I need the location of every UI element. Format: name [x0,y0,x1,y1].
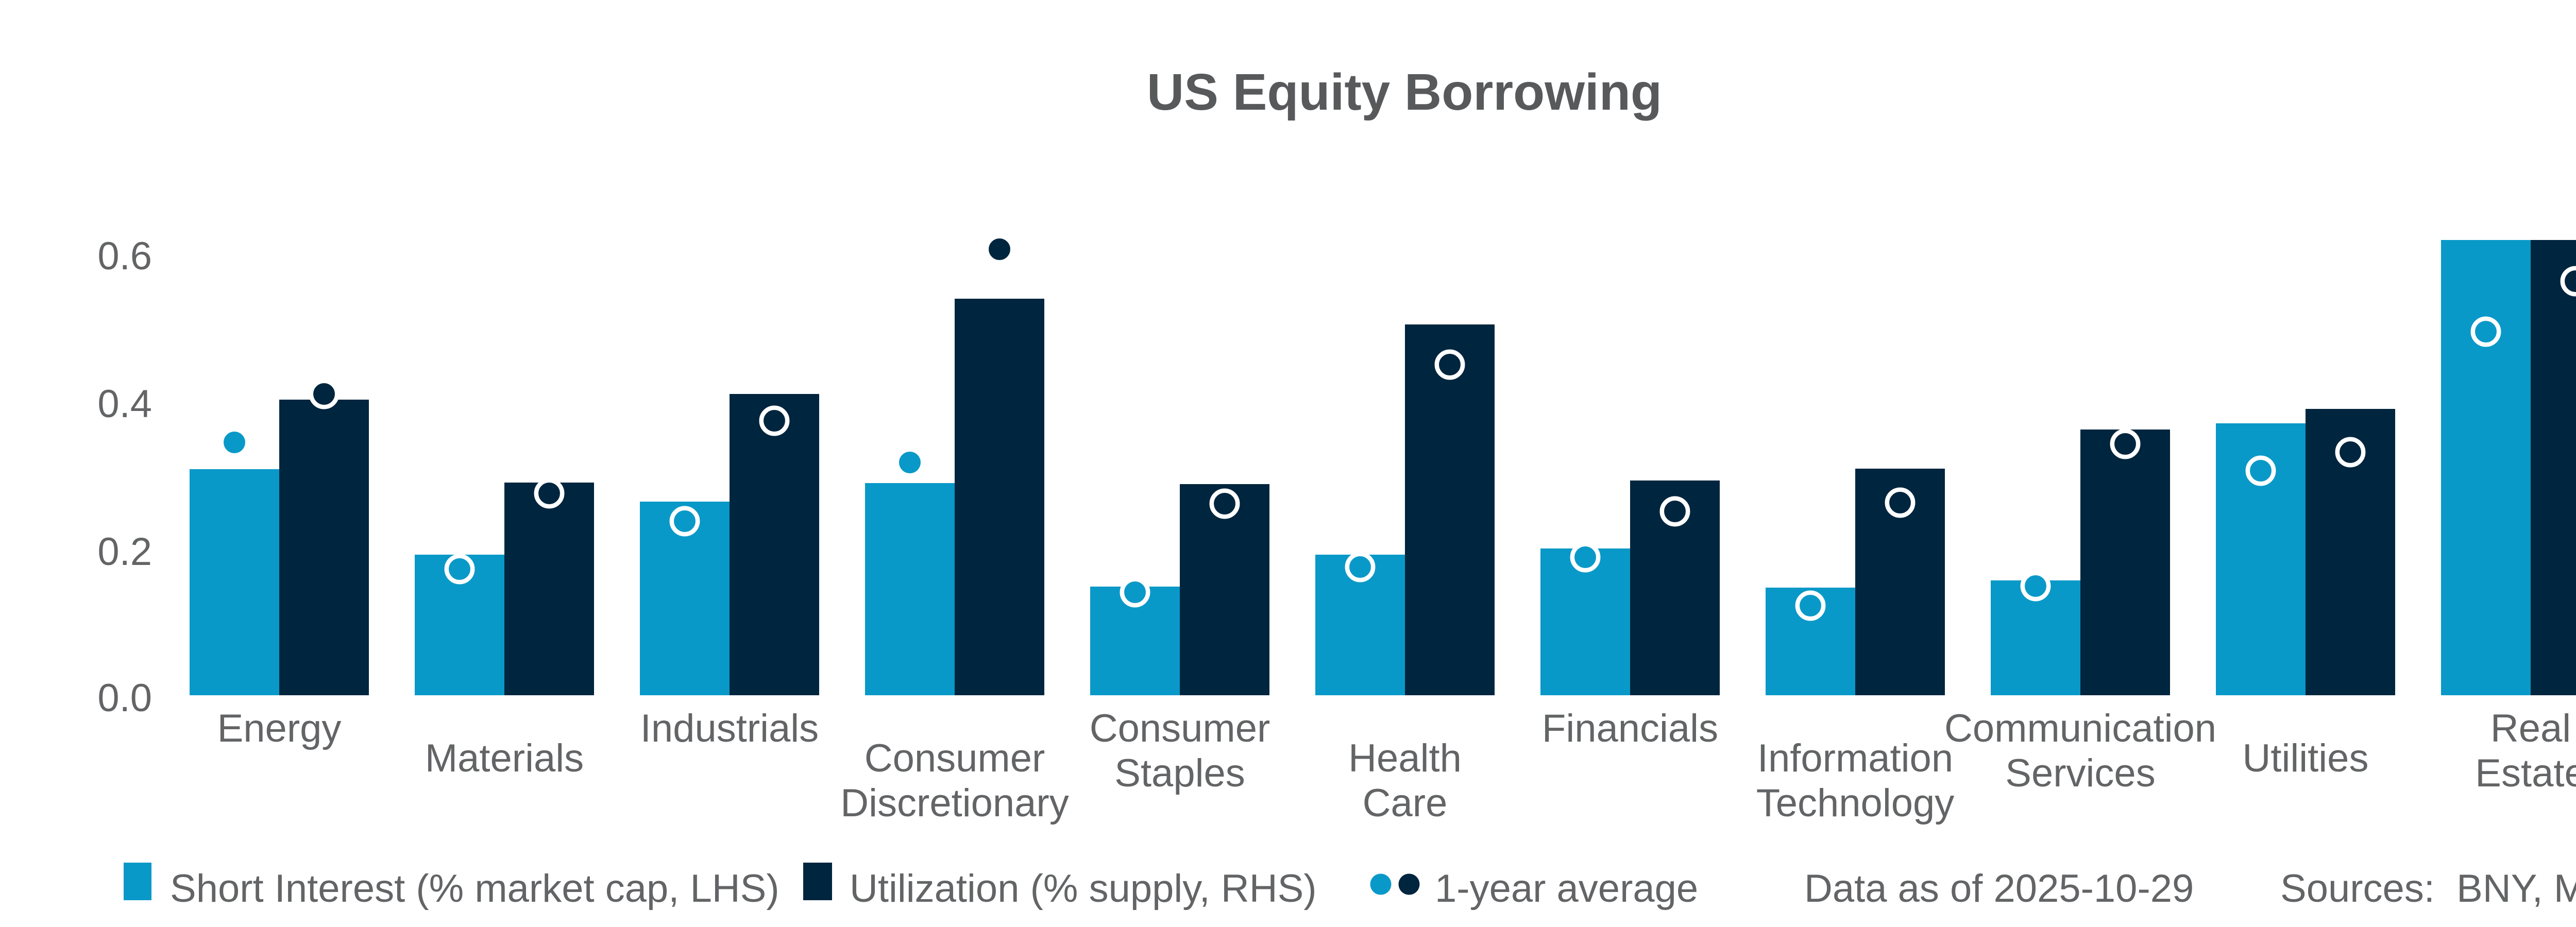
svg-text:Care: Care [1363,781,1448,825]
svg-text:Real: Real [2490,707,2571,750]
svg-text:1-year average: 1-year average [1435,867,1698,911]
svg-text:Financials: Financials [1542,707,1718,750]
svg-text:Utilities: Utilities [2243,736,2369,780]
svg-text:Materials: Materials [425,736,584,780]
svg-text:Sources: BNY, MSCI: Sources: BNY, MSCI [2280,867,2576,911]
svg-text:Discretionary: Discretionary [840,781,1069,825]
svg-text:Consumer: Consumer [1090,707,1270,750]
svg-text:0.6: 0.6 [97,234,152,278]
svg-text:Health: Health [1348,736,1462,780]
svg-text:Data as of 2025-10-29: Data as of 2025-10-29 [1804,867,2194,911]
svg-text:0.2: 0.2 [97,530,152,574]
svg-text:Communication: Communication [1944,707,2216,750]
svg-text:0.0: 0.0 [97,676,152,720]
svg-text:Information: Information [1757,736,1953,780]
svg-text:0.4: 0.4 [97,382,152,426]
svg-text:Staples: Staples [1114,751,1245,795]
svg-text:Services: Services [2005,751,2155,795]
svg-text:Energy: Energy [217,707,342,750]
svg-text:Short Interest (% market cap,: Short Interest (% market cap, LHS) [170,867,779,911]
svg-text:Utilization (% supply, RHS): Utilization (% supply, RHS) [850,867,1317,911]
svg-text:Technology: Technology [1756,781,1955,825]
svg-text:US Equity Borrowing: US Equity Borrowing [1147,63,1662,121]
svg-text:Consumer: Consumer [865,736,1045,780]
svg-text:Industrials: Industrials [640,707,819,750]
svg-text:Estate: Estate [2475,751,2576,795]
